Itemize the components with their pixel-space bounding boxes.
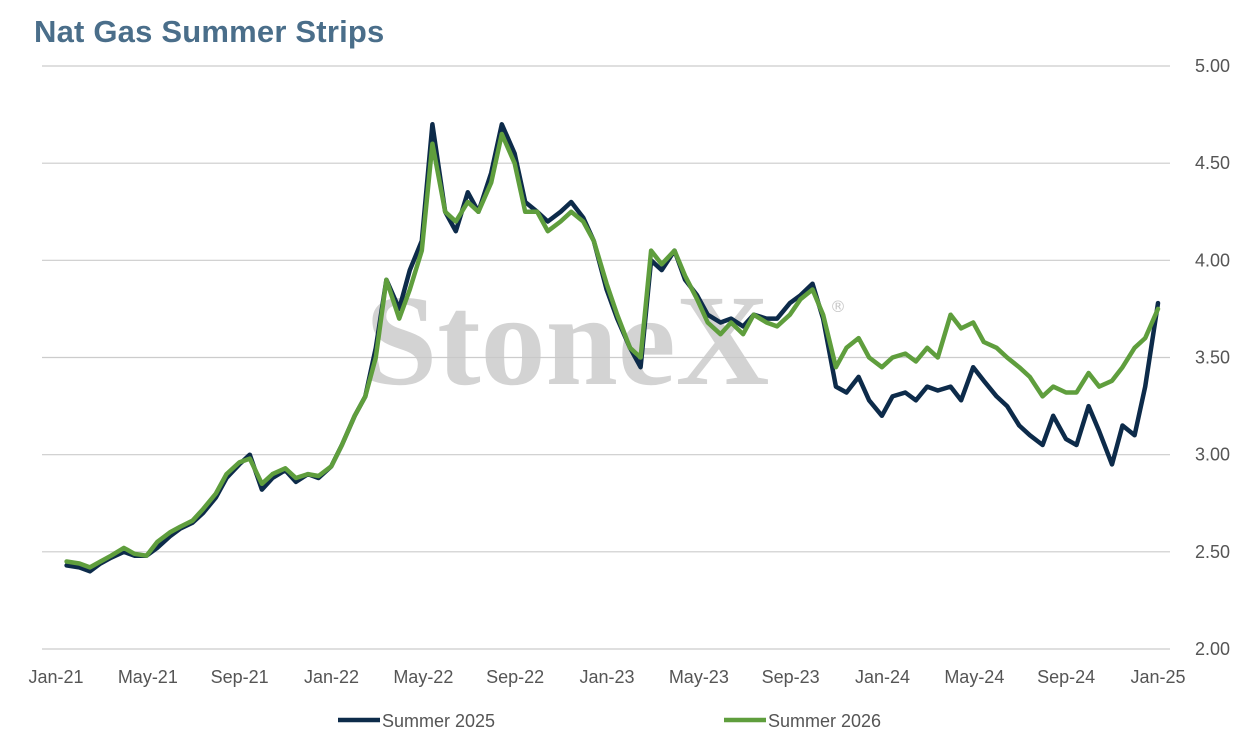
x-tick-label: Jan-23 xyxy=(579,667,634,687)
chart-title: Nat Gas Summer Strips xyxy=(34,14,385,49)
y-tick-label: 3.00 xyxy=(1195,445,1230,465)
x-tick-label: Jan-22 xyxy=(304,667,359,687)
legend: Summer 2025 Summer 2026 xyxy=(338,711,881,731)
x-tick-label: Jan-24 xyxy=(855,667,910,687)
x-tick-label: May-24 xyxy=(944,667,1004,687)
watermark-mark: ® xyxy=(830,297,846,316)
x-tick-label: May-22 xyxy=(393,667,453,687)
series-lines xyxy=(64,122,1161,574)
watermark: StoneX ® xyxy=(365,269,846,413)
x-tick-label: Sep-23 xyxy=(762,667,820,687)
y-tick-label: 5.00 xyxy=(1195,56,1230,76)
x-axis-ticks: Jan-21 May-21 Sep-21 Jan-22 May-22 Sep-22 Jan-… xyxy=(28,667,1185,687)
legend-label-2: Summer 2026 xyxy=(768,711,881,731)
watermark-text: StoneX xyxy=(365,269,769,413)
y-tick-label: 3.50 xyxy=(1195,348,1230,368)
y-tick-label: 2.00 xyxy=(1195,639,1230,659)
x-tick-label: May-21 xyxy=(118,667,178,687)
x-tick-label: May-23 xyxy=(669,667,729,687)
x-tick-label: Jan-21 xyxy=(28,667,83,687)
series-line-2 xyxy=(64,131,1161,570)
x-tick-label: Sep-24 xyxy=(1037,667,1095,687)
legend-label-1: Summer 2025 xyxy=(382,711,495,731)
y-tick-label: 2.50 xyxy=(1195,542,1230,562)
x-tick-label: Sep-21 xyxy=(211,667,269,687)
y-tick-label: 4.50 xyxy=(1195,153,1230,173)
x-tick-label: Sep-22 xyxy=(486,667,544,687)
x-tick-label: Jan-25 xyxy=(1130,667,1185,687)
gridlines xyxy=(42,65,1170,650)
y-axis-ticks: 2.00 2.50 3.00 3.50 4.00 4.50 5.00 xyxy=(1195,56,1230,659)
y-tick-label: 4.00 xyxy=(1195,250,1230,270)
